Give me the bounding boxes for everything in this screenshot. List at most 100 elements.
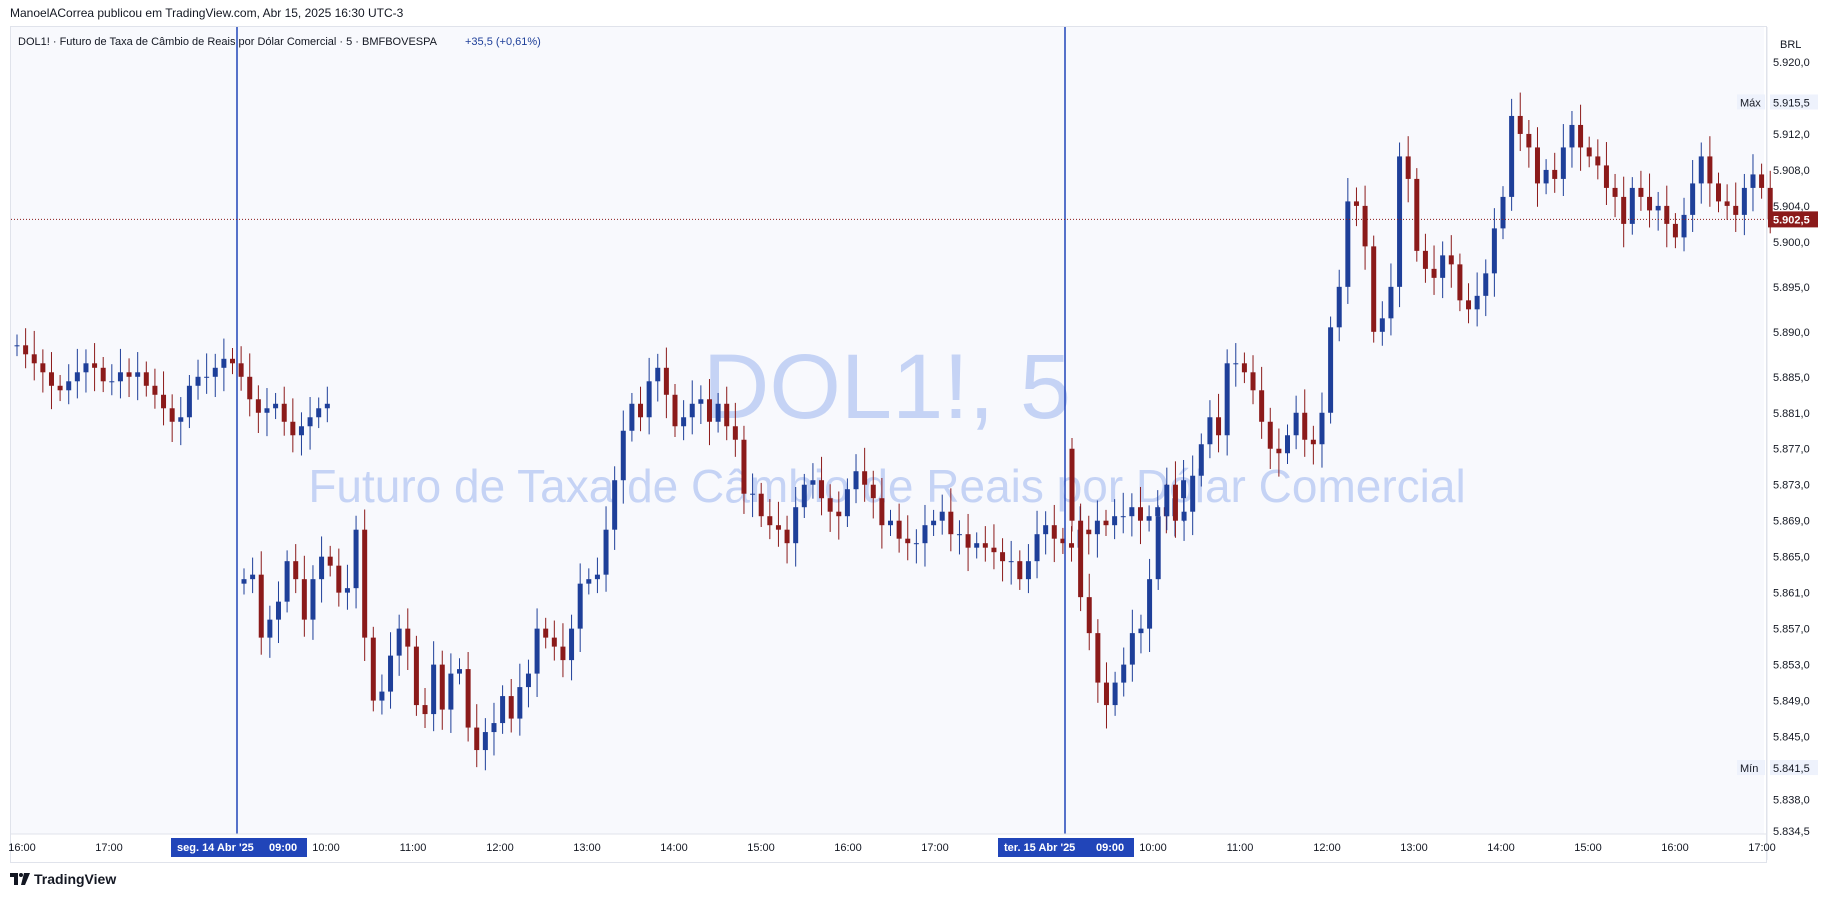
candle-body: [1621, 196, 1627, 224]
candle-body: [316, 408, 322, 418]
candle-body: [230, 358, 235, 364]
candle-body: [1612, 187, 1618, 197]
candle-body: [569, 628, 575, 661]
candle-body: [1164, 484, 1170, 517]
candle-body: [1328, 327, 1334, 413]
candle-body: [551, 637, 557, 647]
candle-body: [474, 727, 480, 751]
candle-body: [1129, 507, 1135, 517]
candle-body: [508, 696, 514, 719]
candle-body: [586, 579, 592, 584]
candle-body: [1448, 255, 1454, 265]
candle-body: [672, 394, 678, 427]
time-tick-label: 14:00: [1487, 842, 1515, 854]
candle-body: [1172, 484, 1178, 521]
candle-body: [221, 358, 227, 368]
candle-body: [298, 426, 304, 436]
candle-body: [1008, 561, 1014, 563]
candle-body: [1233, 363, 1239, 365]
candle-body: [956, 534, 962, 536]
candle-body: [931, 520, 937, 526]
candle-body: [1750, 174, 1756, 188]
footer: TradingView: [10, 868, 116, 890]
candle-body: [1302, 412, 1308, 440]
candle-body: [836, 511, 842, 517]
candle-body: [1129, 633, 1135, 665]
candle-body: [258, 574, 264, 638]
candle-body: [1310, 439, 1316, 445]
candle-body: [1094, 520, 1100, 535]
candle-body: [31, 354, 37, 364]
price-tick-label: 5.895,0: [1773, 282, 1810, 294]
current-price-label: 5.902,5: [1773, 214, 1810, 226]
footer-brand: TradingView: [34, 871, 117, 887]
candle-body: [388, 655, 394, 692]
candle-body: [629, 403, 635, 431]
price-axis-currency: BRL: [1780, 39, 1801, 51]
candle-body: [324, 403, 330, 409]
candle-body: [83, 363, 89, 373]
candle-body: [543, 628, 549, 638]
price-tick-label: 5.900,0: [1773, 237, 1810, 249]
session-label-box: [998, 838, 1134, 857]
time-tick-label: 12:00: [486, 842, 514, 854]
candle-body: [1000, 552, 1006, 562]
candle-body: [1647, 196, 1653, 211]
session-label-box: [171, 838, 307, 857]
candle-body: [1336, 286, 1342, 328]
tradingview-logo-icon: [10, 873, 30, 885]
candle-body: [638, 403, 644, 418]
time-tick-label: 15:00: [747, 842, 775, 854]
time-tick-label: 17:00: [95, 842, 123, 854]
candle-body: [1147, 579, 1153, 629]
candle-body: [1690, 183, 1696, 215]
candle-body: [888, 520, 893, 526]
session-label-date: ter. 15 Abr '25: [1004, 842, 1075, 854]
candle-body: [57, 385, 63, 391]
candle-body: [767, 516, 773, 526]
time-tick-label: 16:00: [834, 842, 862, 854]
candle-body: [1319, 412, 1325, 445]
candle-body: [1017, 561, 1023, 580]
candle-body: [1517, 115, 1523, 134]
candle-body: [186, 385, 192, 418]
candle-body: [370, 637, 376, 701]
candle-body: [135, 372, 141, 377]
candle-body: [819, 480, 825, 499]
candle-body: [698, 399, 704, 404]
time-tick-label: 13:00: [1400, 842, 1428, 854]
candle-body: [169, 408, 175, 422]
candle-body: [1560, 147, 1566, 179]
candle-body: [117, 372, 123, 382]
candle-body: [1388, 286, 1394, 319]
price-tick-label: 5.845,0: [1773, 732, 1810, 744]
candle-body: [827, 498, 833, 512]
candle-body: [801, 484, 807, 508]
candle-body: [491, 723, 497, 733]
candle-body: [1207, 417, 1213, 445]
max-tag: [1737, 94, 1765, 110]
candle-body: [1086, 597, 1092, 634]
candle-body: [152, 385, 158, 395]
candle-body: [1431, 268, 1437, 278]
candle-body: [1345, 201, 1351, 287]
candle-body: [422, 705, 428, 715]
candle-body: [1371, 246, 1377, 332]
candle-body: [143, 372, 149, 386]
candle-body: [1276, 448, 1282, 454]
candle-body: [612, 480, 618, 530]
max-label: Máx: [1740, 97, 1761, 109]
price-tick-label: 5.853,0: [1773, 660, 1810, 672]
candle-body: [1362, 205, 1368, 247]
price-tick-label: 5.877,0: [1773, 444, 1810, 456]
time-tick-label: 17:00: [921, 842, 949, 854]
candle-body: [775, 525, 781, 530]
session-label-date: seg. 14 Abr '25: [177, 842, 254, 854]
candle-body: [646, 381, 652, 418]
candle-body: [431, 664, 437, 715]
candle-body: [92, 363, 98, 368]
candle-body: [560, 646, 566, 661]
candle-body: [301, 579, 307, 620]
candle-body: [1500, 196, 1506, 229]
